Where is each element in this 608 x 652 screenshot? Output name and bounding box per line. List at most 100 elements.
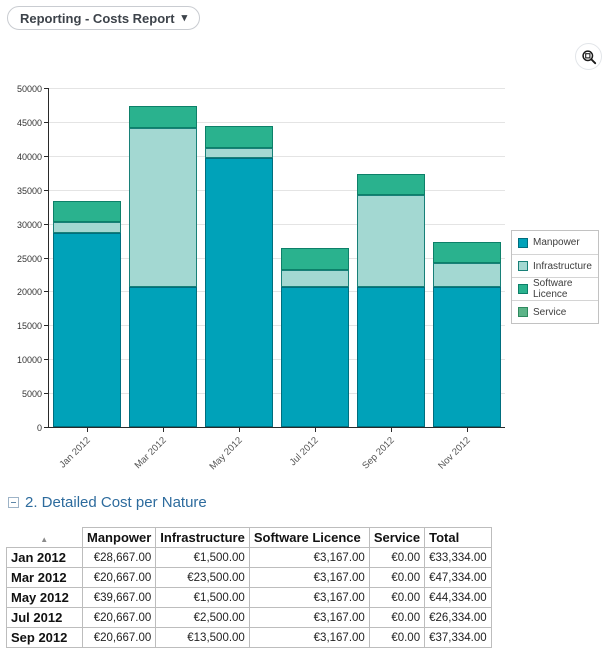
x-axis-tick-label: Jul 2012 bbox=[287, 435, 321, 469]
bar-segment[interactable] bbox=[53, 200, 121, 223]
y-axis-tick bbox=[44, 121, 48, 123]
bar-segment[interactable] bbox=[433, 263, 501, 287]
bar-segment[interactable] bbox=[129, 127, 197, 287]
table-cell: €2,500.00 bbox=[155, 607, 250, 628]
y-axis-tick bbox=[44, 393, 48, 395]
gridline bbox=[49, 121, 505, 123]
table-cell: €44,334.00 bbox=[424, 587, 492, 608]
table-row: Sep 2012 €20,667.00 €13,500.00 €3,167.00 €0.… bbox=[6, 627, 492, 648]
x-axis-tick-label: May 2012 bbox=[207, 435, 245, 473]
bar-segment[interactable] bbox=[433, 241, 501, 264]
chart-zoom-button[interactable] bbox=[575, 43, 602, 70]
section-header: 2. Detailed Cost per Nature bbox=[8, 494, 207, 511]
bar-segment[interactable] bbox=[281, 269, 349, 287]
gridline bbox=[49, 325, 505, 327]
row-header: Sep 2012 bbox=[6, 627, 83, 648]
bar-segment[interactable] bbox=[205, 158, 273, 427]
y-axis-tick-label: 45000 bbox=[16, 117, 42, 128]
table-cell: €33,334.00 bbox=[424, 547, 492, 568]
table-cell: €0.00 bbox=[368, 547, 426, 568]
legend-item[interactable]: Software Licence bbox=[512, 277, 598, 300]
row-header: Jul 2012 bbox=[6, 607, 83, 628]
gridline bbox=[49, 257, 505, 259]
table-cell: €28,667.00 bbox=[81, 547, 157, 568]
table-cell: €23,500.00 bbox=[155, 567, 250, 588]
column-header[interactable]: Infrastructure bbox=[155, 527, 250, 548]
bar-segment[interactable] bbox=[357, 195, 425, 287]
bar-segment[interactable] bbox=[129, 106, 197, 128]
column-header[interactable]: Manpower bbox=[81, 527, 157, 548]
x-axis-line bbox=[48, 427, 505, 428]
table-row: Jul 2012 €20,667.00 €2,500.00 €3,167.00 €0.0… bbox=[6, 607, 492, 628]
legend-label: Manpower bbox=[533, 237, 580, 248]
x-axis-tick bbox=[239, 428, 240, 432]
bar-segment[interactable] bbox=[205, 147, 273, 159]
table-row: Mar 2012 €20,667.00 €23,500.00 €3,167.00 €0.… bbox=[6, 567, 492, 588]
y-axis-tick bbox=[44, 359, 48, 361]
column-header[interactable]: Service bbox=[368, 527, 426, 548]
bar-segment[interactable] bbox=[433, 286, 501, 427]
y-axis-tick-label: 30000 bbox=[16, 219, 42, 230]
chevron-down-icon: ▾ bbox=[181, 11, 188, 24]
table-cell: €3,167.00 bbox=[248, 627, 370, 648]
column-header[interactable]: Total bbox=[424, 527, 492, 548]
y-axis-tick-label: 0 bbox=[36, 423, 42, 433]
y-axis-tick-label: 25000 bbox=[16, 253, 42, 264]
table-cell: €1,500.00 bbox=[155, 547, 250, 568]
legend-item[interactable]: Infrastructure bbox=[512, 254, 598, 277]
x-axis-tick bbox=[87, 428, 88, 432]
y-axis-tick bbox=[44, 325, 48, 327]
row-header: May 2012 bbox=[6, 587, 83, 608]
section-title: 2. Detailed Cost per Nature bbox=[25, 494, 207, 511]
bar-segment[interactable] bbox=[357, 173, 425, 196]
table-cell: €0.00 bbox=[368, 587, 426, 608]
table-cell: €13,500.00 bbox=[155, 627, 250, 648]
report-selector-label: Reporting - Costs Report bbox=[20, 10, 175, 26]
y-axis-tick bbox=[44, 155, 48, 157]
table-cell: €1,500.00 bbox=[155, 587, 250, 608]
legend-item[interactable]: Manpower bbox=[512, 231, 598, 254]
y-axis-tick-label: 50000 bbox=[16, 84, 42, 94]
bar-segment[interactable] bbox=[281, 286, 349, 427]
report-selector[interactable]: Reporting - Costs Report ▾ bbox=[7, 6, 201, 30]
gridline bbox=[49, 359, 505, 361]
bar-segment[interactable] bbox=[205, 126, 273, 148]
table-cell: €3,167.00 bbox=[248, 547, 370, 568]
x-axis-tick-label: Sep 2012 bbox=[360, 435, 397, 472]
table-header-row: ▲ Manpower Infrastructure Software Licence S… bbox=[7, 527, 492, 548]
y-axis-tick-label: 5000 bbox=[21, 389, 42, 400]
legend-label: Infrastructure bbox=[533, 260, 592, 272]
stacked-bar-chart: 0 5000 10000 15000 20000 25000 30000 35000 40000… bbox=[0, 80, 608, 475]
zoom-icon bbox=[581, 49, 596, 64]
y-axis-tick bbox=[44, 88, 48, 89]
table-row: Jan 2012 €28,667.00 €1,500.00 €3,167.00 €0.0… bbox=[6, 547, 492, 568]
y-axis-tick bbox=[44, 427, 48, 428]
y-axis-tick bbox=[44, 223, 48, 225]
y-axis-tick bbox=[44, 257, 48, 259]
bar-segment[interactable] bbox=[53, 232, 121, 427]
bar-segment[interactable] bbox=[357, 286, 425, 427]
x-axis-tick bbox=[163, 428, 164, 432]
bar-segment[interactable] bbox=[281, 248, 349, 270]
gridline bbox=[49, 155, 505, 157]
sort-column-header[interactable]: ▲ bbox=[7, 528, 83, 548]
x-axis-tick-label: Mar 2012 bbox=[132, 435, 169, 472]
y-axis-tick-label: 40000 bbox=[16, 151, 42, 162]
y-axis-tick-label: 35000 bbox=[16, 185, 42, 196]
table-cell: €39,667.00 bbox=[81, 587, 157, 608]
y-axis-tick-label: 10000 bbox=[16, 355, 42, 366]
gridline bbox=[49, 223, 505, 225]
sort-ascending-icon[interactable]: ▲ bbox=[40, 534, 49, 544]
table-cell: €20,667.00 bbox=[81, 627, 157, 648]
table-cell: €20,667.00 bbox=[81, 607, 157, 628]
collapse-icon[interactable] bbox=[8, 497, 19, 508]
y-axis-tick-label: 15000 bbox=[16, 321, 42, 332]
bar-segment[interactable] bbox=[129, 286, 197, 427]
legend-item[interactable]: Service bbox=[512, 300, 598, 323]
bar-segment[interactable] bbox=[53, 222, 121, 233]
table-cell: €3,167.00 bbox=[248, 587, 370, 608]
column-header[interactable]: Software Licence bbox=[248, 527, 370, 548]
y-axis-tick-label: 20000 bbox=[16, 287, 42, 298]
row-header: Jan 2012 bbox=[6, 547, 83, 568]
table-cell: €37,334.00 bbox=[424, 627, 492, 648]
